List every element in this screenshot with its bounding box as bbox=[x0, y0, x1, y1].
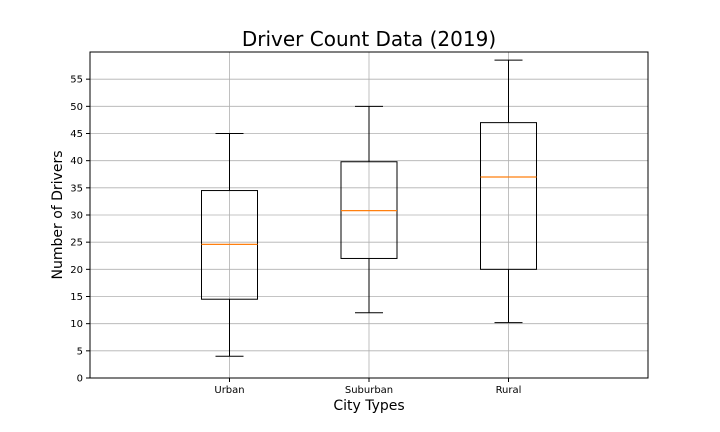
y-axis-title: Number of Drivers bbox=[50, 150, 66, 279]
box-plot-series bbox=[201, 59, 537, 357]
y-tick-label: 50 bbox=[70, 102, 83, 113]
box-urban bbox=[201, 133, 258, 357]
grid-lines bbox=[90, 52, 648, 379]
y-tick-label: 35 bbox=[70, 183, 83, 194]
y-tick-label: 20 bbox=[70, 265, 83, 276]
plot-area-frame bbox=[89, 51, 649, 379]
y-tick-label: 10 bbox=[70, 319, 83, 330]
box-rural bbox=[480, 59, 537, 324]
y-tick-label: 55 bbox=[70, 75, 83, 86]
y-tick-label: 40 bbox=[70, 156, 83, 167]
interquartile-box bbox=[480, 122, 537, 270]
x-tick-label-rural: Rural bbox=[496, 385, 522, 396]
y-tick-label: 15 bbox=[70, 292, 83, 303]
y-tick-label: 45 bbox=[70, 129, 83, 140]
x-tick-label-suburban: Suburban bbox=[345, 385, 393, 396]
y-axis-ticks: 0 5 10 15 20 25 30 35 40 45 50 55 bbox=[70, 75, 90, 385]
y-tick-label: 30 bbox=[70, 211, 83, 222]
x-tick-label-urban: Urban bbox=[214, 385, 244, 396]
x-axis-ticks: Urban Suburban Rural bbox=[214, 378, 521, 396]
chart-title: Driver Count Data (2019) bbox=[242, 27, 496, 51]
y-tick-label: 5 bbox=[77, 346, 83, 357]
x-axis-title: City Types bbox=[333, 398, 404, 414]
box-suburban bbox=[340, 105, 398, 314]
y-tick-label: 25 bbox=[70, 238, 83, 249]
y-tick-label: 0 bbox=[77, 374, 83, 385]
